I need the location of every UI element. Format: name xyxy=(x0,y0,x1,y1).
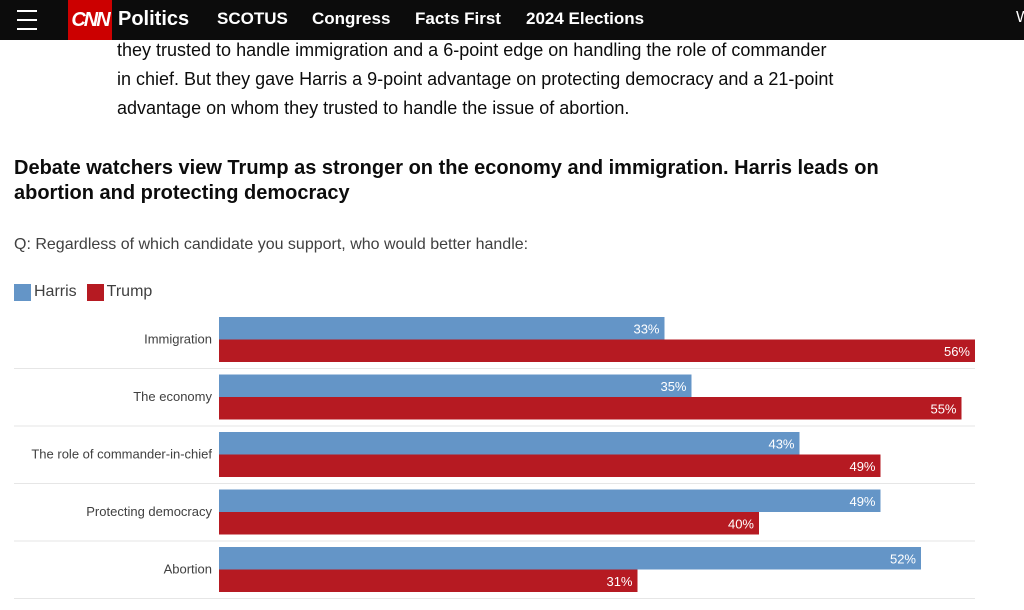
data-label-trump-the-economy: 55% xyxy=(930,401,956,416)
bar-trump-protecting-democracy xyxy=(219,512,759,535)
bar-trump-the-role-of-commander-in-chief xyxy=(219,454,881,477)
bar-harris-protecting-democracy xyxy=(219,489,881,512)
bar-trump-immigration xyxy=(219,339,975,362)
data-label-trump-protecting-democracy: 40% xyxy=(728,516,754,531)
legend-label-harris: Harris xyxy=(34,283,77,300)
data-label-trump-immigration: 56% xyxy=(944,344,970,359)
article-line-1: they trusted to handle immigration and a… xyxy=(117,40,827,60)
cnn-logo[interactable]: CNN xyxy=(68,0,112,40)
data-label-harris-immigration: 33% xyxy=(633,321,659,336)
chart-legend: Harris Trump xyxy=(14,283,162,301)
hamburger-menu-icon[interactable] xyxy=(17,10,37,30)
nav-item-cut-off[interactable]: W xyxy=(1016,9,1024,26)
category-label-abortion: Abortion xyxy=(164,562,212,577)
bar-harris-immigration xyxy=(219,317,665,340)
legend-item-trump: Trump xyxy=(86,283,153,301)
legend-swatch-trump xyxy=(86,283,104,301)
cnn-logo-text: CNN xyxy=(71,8,110,31)
section-title-politics[interactable]: Politics xyxy=(118,8,190,30)
data-label-harris-protecting-democracy: 49% xyxy=(849,494,875,509)
top-navigation-bar: CNN Politics SCOTUS Congress Facts First… xyxy=(0,0,1024,40)
legend-item-harris: Harris xyxy=(14,283,77,301)
nav-item-facts-first[interactable]: Facts First xyxy=(415,9,501,28)
chart-title: Debate watchers view Trump as stronger o… xyxy=(14,157,879,204)
bar-trump-abortion xyxy=(219,569,638,592)
category-label-immigration: Immigration xyxy=(144,332,212,347)
data-label-trump-abortion: 31% xyxy=(606,574,632,589)
nav-item-2024-elections[interactable]: 2024 Elections xyxy=(526,9,645,28)
bar-harris-the-role-of-commander-in-chief xyxy=(219,432,800,455)
nav-item-congress[interactable]: Congress xyxy=(312,9,391,28)
bar-trump-the-economy xyxy=(219,397,962,420)
bar-harris-the-economy xyxy=(219,374,692,397)
article-line-2: in chief. But they gave Harris a 9-point… xyxy=(117,69,834,89)
category-label-the-economy: The economy xyxy=(133,389,212,404)
data-label-harris-the-role-of-commander-in-chief: 43% xyxy=(768,436,794,451)
legend-label-trump: Trump xyxy=(106,283,153,300)
article-line-3: advantage on whom they trusted to handle… xyxy=(117,98,630,118)
category-label-protecting-democracy: Protecting democracy xyxy=(86,504,212,519)
category-label-the-role-of-commander-in-chief: The role of commander-in-chief xyxy=(31,447,212,462)
data-label-trump-the-role-of-commander-in-chief: 49% xyxy=(849,459,875,474)
chart-subtitle: Q: Regardless of which candidate you sup… xyxy=(14,236,529,253)
nav-item-scotus[interactable]: SCOTUS xyxy=(217,9,288,28)
article-paragraph: they trusted to handle immigration and a… xyxy=(117,36,897,123)
data-label-harris-abortion: 52% xyxy=(890,551,916,566)
bar-harris-abortion xyxy=(219,547,921,570)
legend-swatch-harris xyxy=(14,283,31,301)
data-label-harris-the-economy: 35% xyxy=(660,379,686,394)
